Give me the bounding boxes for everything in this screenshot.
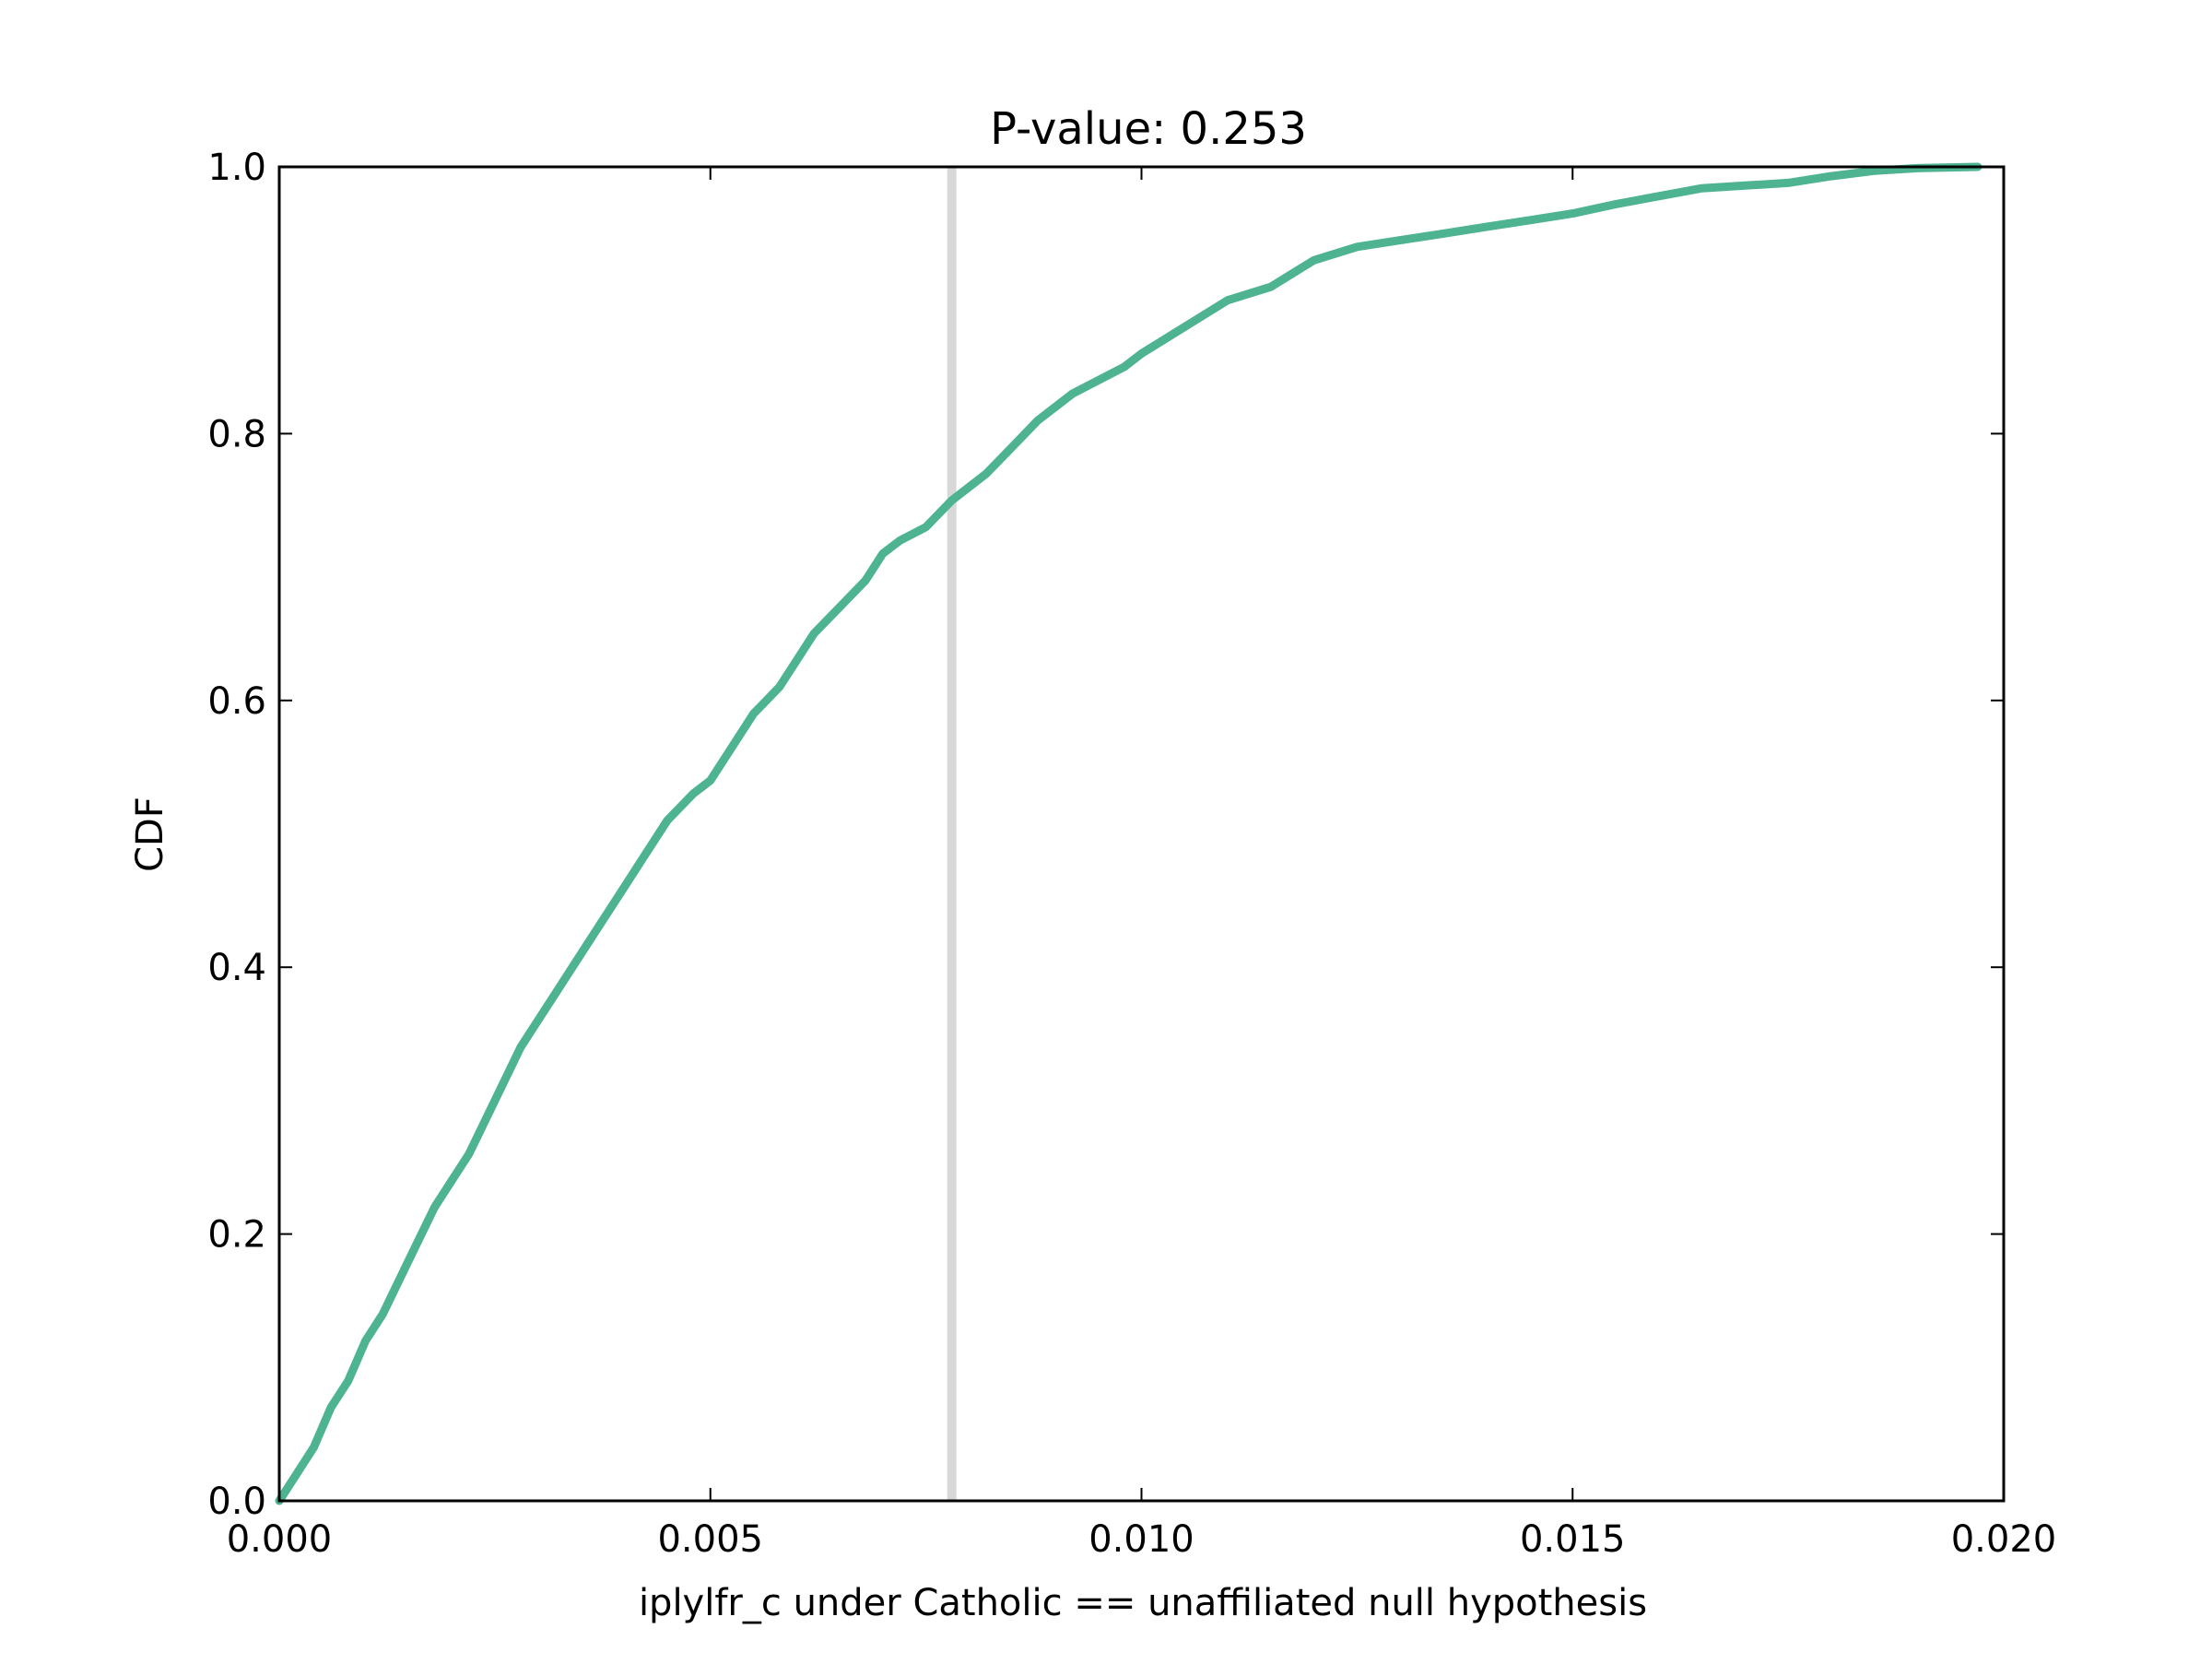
x-tick-label: 0.010 — [1088, 1518, 1194, 1561]
x-tick-label: 0.000 — [227, 1518, 333, 1561]
x-axis-label: iplylfr_c under Catholic == unaffiliated… — [639, 1582, 1647, 1624]
series-line-0 — [275, 162, 1983, 1505]
y-tick-label: 0.2 — [207, 1214, 266, 1257]
chart-title: P-value: 0.253 — [990, 103, 1307, 155]
plot-area — [275, 162, 1983, 1505]
x-tick-label: 0.005 — [657, 1518, 763, 1561]
y-tick-label: 0.0 — [207, 1481, 266, 1523]
y-tick-label: 0.4 — [207, 947, 266, 989]
y-tick-label: 0.8 — [207, 413, 266, 455]
x-tick-label: 0.015 — [1520, 1518, 1626, 1561]
y-tick-label: 0.6 — [207, 680, 266, 723]
y-axis-label: CDF — [129, 797, 171, 872]
plot-frame — [277, 165, 2006, 1503]
x-tick-label: 0.020 — [1951, 1518, 2057, 1561]
ticks: 0.000 0.005 0.010 0.015 0.020 0.0 0.2 0.4 0.6 0.8… — [207, 147, 2056, 1561]
y-tick-label: 1.0 — [207, 147, 266, 189]
